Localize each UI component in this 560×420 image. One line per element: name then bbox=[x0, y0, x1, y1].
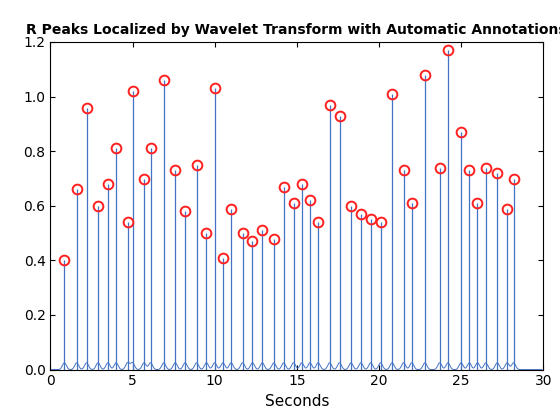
X-axis label: Seconds: Seconds bbox=[264, 394, 329, 409]
Title: R Peaks Localized by Wavelet Transform with Automatic Annotations: R Peaks Localized by Wavelet Transform w… bbox=[26, 23, 560, 37]
